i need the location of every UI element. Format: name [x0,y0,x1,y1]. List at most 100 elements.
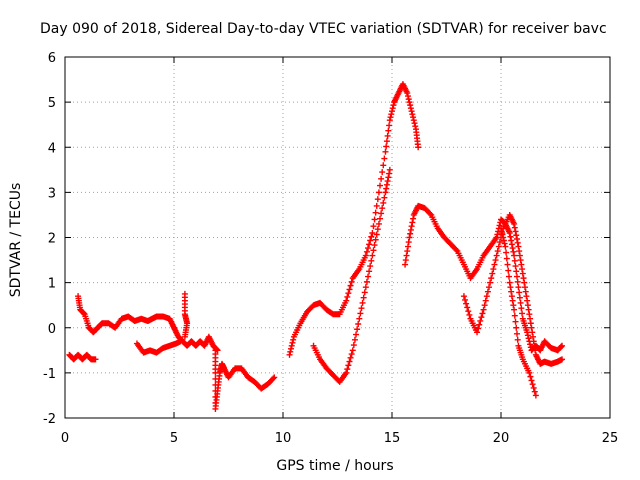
data-point [502,243,509,250]
y-tick-label: 5 [48,96,56,111]
data-point [513,273,520,280]
y-tick-label: -2 [43,412,56,427]
data-point [368,257,375,264]
data-point [404,248,411,255]
data-point [508,293,515,300]
data-point [491,261,498,268]
data-point [511,224,518,231]
data-point [523,293,530,300]
data-point [481,302,488,309]
data-point [415,144,422,151]
data-point [353,331,360,338]
data-point [345,362,352,369]
data-point [402,257,409,264]
data-point [516,294,523,301]
data-point [384,132,391,139]
data-point [496,239,503,246]
data-point [559,356,566,363]
data-point [409,219,416,226]
y-axis: -2 -1 0 1 2 3 4 5 6 [43,51,610,427]
y-tick-label: 2 [48,232,56,247]
data-point [383,138,390,145]
data-point [520,275,527,282]
data-point [465,308,472,315]
data-point [524,302,531,309]
data-point [356,315,363,322]
series-sdtvar [66,81,566,412]
data-point [287,348,294,355]
data-point [406,234,413,241]
data-point [482,297,489,304]
data-point [409,111,416,118]
data-point [496,222,503,229]
data-point [361,289,368,296]
data-point [515,284,522,291]
data-point [527,373,534,380]
data-point [526,311,533,318]
data-point [510,302,517,309]
data-point [559,342,566,349]
data-point [494,231,501,238]
data-point [389,105,396,112]
y-tick-label: 6 [48,51,56,66]
data-point [513,232,520,239]
data-point [495,243,502,250]
data-point [514,239,521,246]
data-point [475,325,482,332]
data-point [372,209,379,216]
data-point [371,242,378,249]
grid [65,57,610,418]
data-point [527,341,534,348]
data-point [463,300,470,307]
data-point [528,377,535,384]
x-tick-label: 0 [61,431,69,446]
data-point [506,229,513,236]
data-point [181,333,188,340]
y-tick-label: 1 [48,277,56,292]
data-point [350,342,357,349]
data-point [362,284,369,291]
data-point [493,252,500,259]
data-point [513,236,520,243]
data-point [460,293,467,300]
data-point [362,252,369,259]
data-point [514,278,521,285]
data-point [530,338,537,345]
data-point [366,241,373,248]
data-point [453,246,460,253]
data-point [386,170,393,177]
data-point [483,293,490,300]
x-tick-label: 25 [602,431,619,446]
data-point [513,330,520,337]
data-point [347,282,354,289]
data-point [410,114,417,121]
data-point [344,366,351,373]
data-point [526,369,533,376]
data-point [508,288,515,295]
data-point [390,102,397,109]
data-point [407,230,414,237]
data-point [408,223,415,230]
data-point [527,320,534,327]
data-point [271,374,278,381]
y-tick-label: -1 [43,367,56,382]
data-point [477,317,484,324]
data-point [464,304,471,311]
x-axis-label: GPS time / hours [276,458,393,474]
data-point [408,108,415,115]
data-point [462,296,469,303]
data-point [383,143,390,150]
data-point [371,216,378,223]
x-axis: 0 5 10 15 20 25 [61,57,618,446]
data-point [379,169,386,176]
data-point [406,99,413,106]
data-point [387,114,394,121]
data-point [370,223,377,230]
data-point [512,318,519,325]
data-point [487,279,494,286]
data-point [511,257,518,264]
data-point [507,233,514,240]
data-point [374,196,381,203]
data-point [404,90,411,97]
data-point [503,255,510,262]
